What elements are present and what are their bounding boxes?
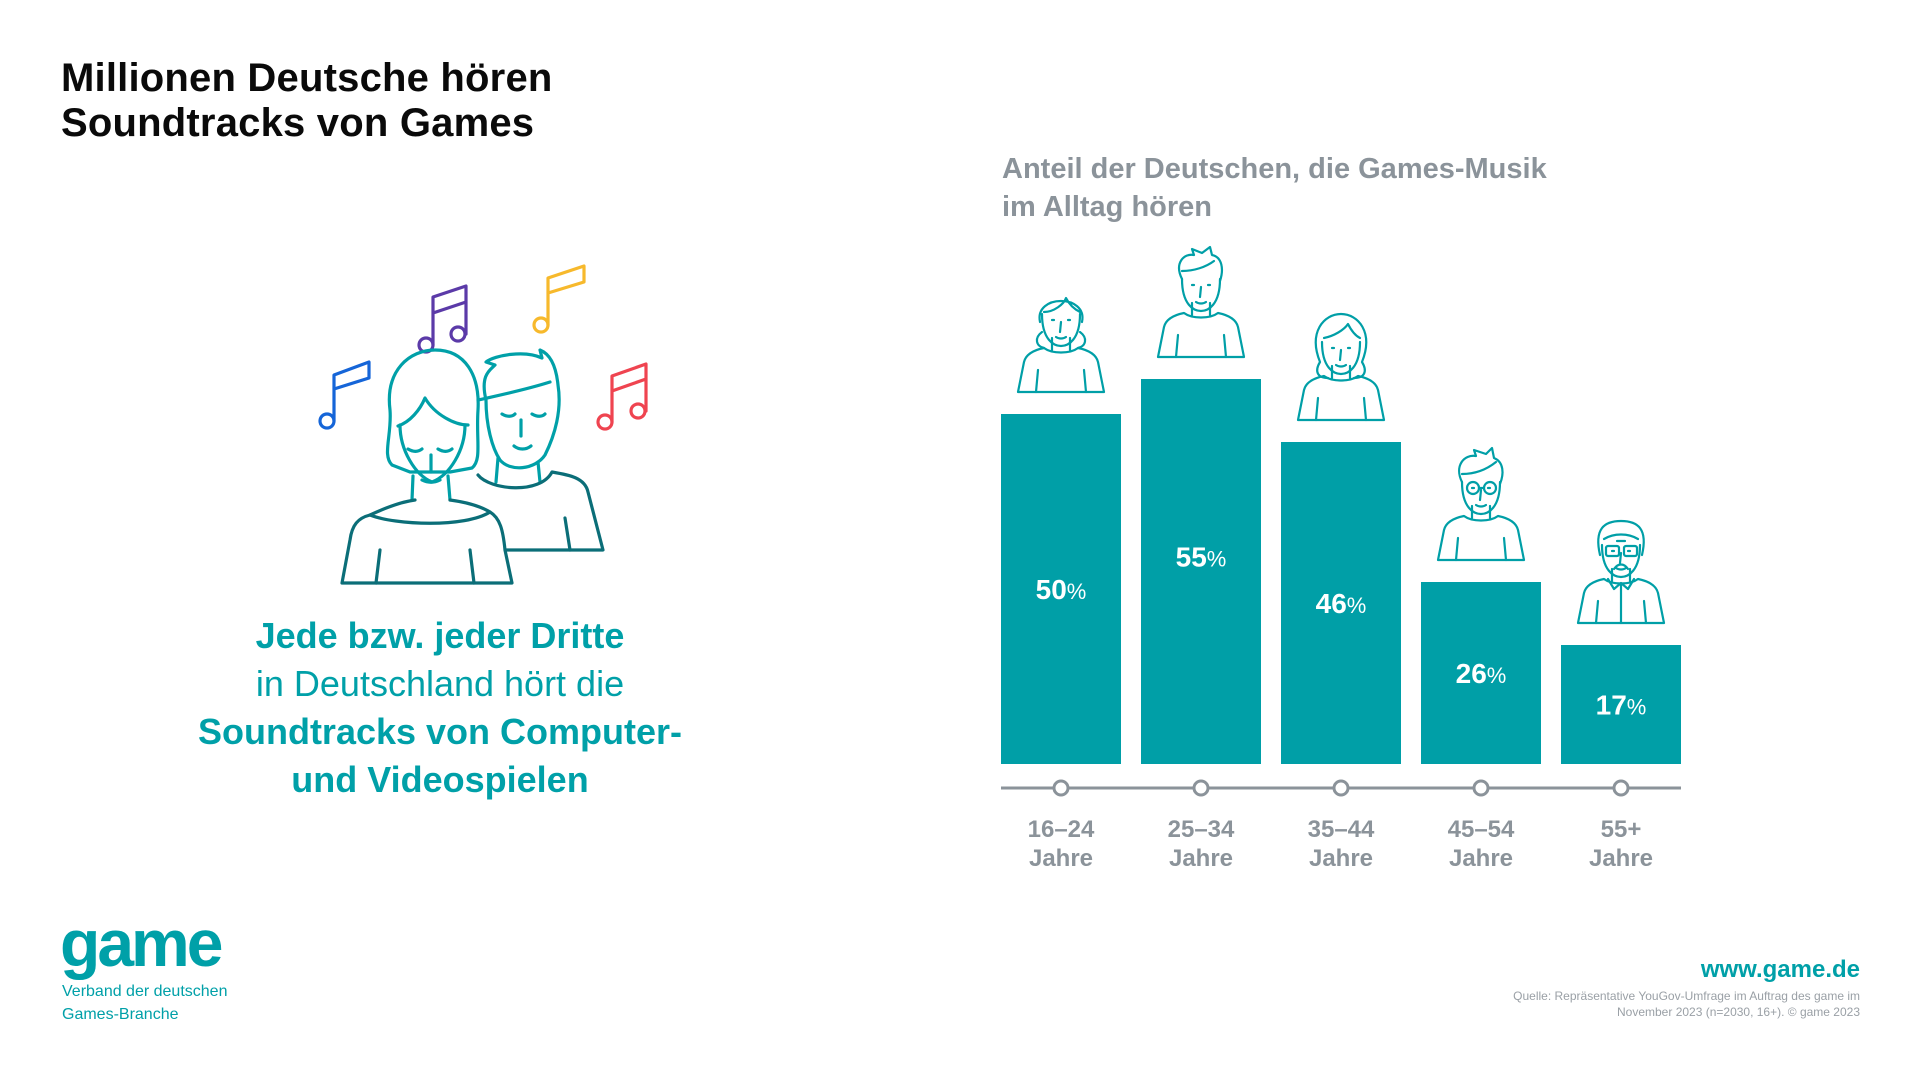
data-label: 55%	[1176, 542, 1227, 573]
chart-title-line-2: im Alltag hören	[1002, 191, 1212, 223]
data-label: 26%	[1456, 658, 1507, 689]
game-logo: game	[60, 915, 225, 980]
data-label-unit: %	[1627, 695, 1647, 720]
source-line-1: Quelle: Repräsentative YouGov-Umfrage im…	[1513, 989, 1860, 1003]
title-line-2: Soundtracks von Games	[61, 101, 535, 145]
x-tick-label: Jahre	[1169, 845, 1233, 872]
data-label-unit: %	[1067, 579, 1087, 604]
claim-line-4: und Videospielen	[291, 759, 589, 800]
data-label: 46%	[1316, 588, 1367, 619]
music-note-yellow-icon	[532, 264, 586, 334]
axis-marker	[1192, 779, 1210, 797]
claim-line-3: Soundtracks von Computer-	[197, 711, 683, 752]
logo-wordmark: game	[60, 915, 222, 980]
music-note-blue-icon	[318, 360, 371, 430]
source-note: Quelle: Repräsentative YouGov-Umfrage im…	[1513, 988, 1860, 1020]
data-label-value: 46	[1316, 588, 1347, 619]
man-glasses-icon	[1436, 446, 1526, 562]
woman-listening-icon	[340, 348, 514, 585]
data-label-value: 55	[1176, 542, 1207, 573]
listening-people-illustration	[318, 264, 648, 585]
tagline-line-2: Games-Branche	[62, 1006, 179, 1023]
bar	[1421, 582, 1541, 764]
data-label: 17%	[1596, 690, 1647, 721]
chart-title-line-1: Anteil der Deutschen, die Games-Musik	[1002, 153, 1547, 185]
young-man-icon	[1156, 245, 1246, 359]
x-tick-label: Jahre	[1589, 845, 1653, 872]
x-tick-label: Jahre	[1029, 845, 1093, 872]
music-note-red-icon	[596, 362, 648, 431]
bar	[1141, 379, 1261, 764]
key-finding-text: Jede bzw. jeder Dritte in Deutschland hö…	[140, 612, 740, 804]
people-layer	[1016, 245, 1666, 625]
logo-tagline: Verband der deutschen Games-Branche	[62, 980, 227, 1026]
x-tick-label: 55+	[1601, 816, 1642, 843]
chart-title: Anteil der Deutschen, die Games-Musik im…	[1002, 150, 1547, 226]
bar	[1001, 414, 1121, 764]
woman-icon	[1296, 312, 1386, 422]
senior-man-icon	[1576, 519, 1666, 625]
claim-line-1: Jede bzw. jeder Dritte	[255, 615, 625, 656]
girl-icon	[1016, 296, 1106, 394]
x-tick-label: 45–54	[1448, 816, 1515, 843]
x-tick-label: Jahre	[1309, 845, 1373, 872]
bar	[1561, 645, 1681, 764]
data-label-value: 50	[1036, 574, 1067, 605]
data-label-unit: %	[1347, 593, 1367, 618]
data-label-value: 17	[1596, 690, 1627, 721]
axis-marker	[1612, 779, 1630, 797]
data-label-value: 26	[1456, 658, 1487, 689]
man-listening-icon	[476, 348, 605, 552]
data-label: 50%	[1036, 574, 1087, 605]
data-label-unit: %	[1207, 547, 1227, 572]
axis-marker	[1472, 779, 1490, 797]
tagline-line-1: Verband der deutschen	[62, 983, 228, 1000]
labels-layer: 50%16–24Jahre55%25–34Jahre46%35–44Jahre2…	[1028, 542, 1653, 873]
bar	[1281, 442, 1401, 764]
title-line-1: Millionen Deutsche hören	[61, 56, 553, 100]
x-tick-label: 25–34	[1168, 816, 1235, 843]
bars-layer	[1001, 379, 1681, 764]
x-tick-label: 16–24	[1028, 816, 1095, 843]
website-link[interactable]: www.game.de	[1700, 956, 1860, 983]
x-axis	[1001, 779, 1681, 797]
data-label-unit: %	[1487, 663, 1507, 688]
source-line-2: November 2023 (n=2030, 16+). © game 2023	[1617, 1005, 1860, 1019]
claim-line-2: in Deutschland hört die	[255, 663, 625, 704]
page-title: Millionen Deutsche hören Soundtracks von…	[61, 56, 553, 146]
axis-marker	[1332, 779, 1350, 797]
x-tick-label: 35–44	[1308, 816, 1375, 843]
axis-marker	[1052, 779, 1070, 797]
x-tick-label: Jahre	[1449, 845, 1513, 872]
